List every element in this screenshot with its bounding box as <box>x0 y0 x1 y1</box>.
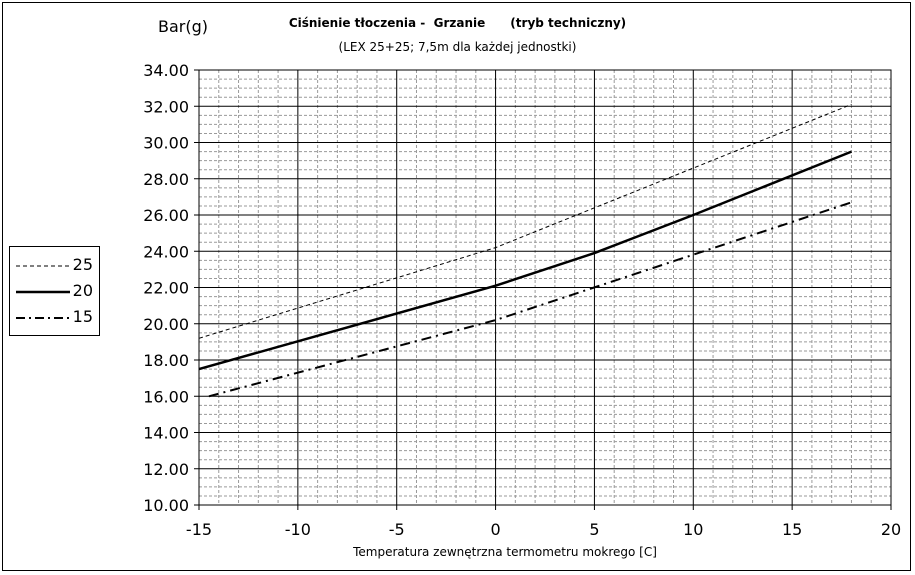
y-tick-label: 14.00 <box>143 424 189 443</box>
x-tick-label: 0 <box>490 520 500 539</box>
x-tick-label: -15 <box>186 520 212 539</box>
chart-subtitle: (LEX 25+25; 7,5m dla każdej jednostki) <box>338 40 577 54</box>
legend-swatch-15 <box>16 317 70 319</box>
y-tick-label: 22.00 <box>143 279 189 298</box>
legend-swatch-20 <box>16 290 70 294</box>
y-tick-label: 20.00 <box>143 315 189 334</box>
x-axis-label: Temperatura zewnętrzna termometru mokreg… <box>353 545 657 559</box>
series-line-25 <box>198 103 852 339</box>
legend-swatch-25 <box>16 265 70 267</box>
y-tick-labels: 10.00 12.00 14.00 16.00 18.00 20.00 22.00 24.00… <box>143 61 189 515</box>
y-axis-label: Bar(g) <box>158 17 208 36</box>
y-tick-label: 16.00 <box>143 387 189 406</box>
x-tick-labels: -15 -10 -5 0 5 10 15 20 <box>186 520 901 539</box>
y-tick-label: 18.00 <box>143 351 189 370</box>
y-tick-label: 28.00 <box>143 170 189 189</box>
major-grid <box>194 69 892 510</box>
x-tick-label: -10 <box>285 520 311 539</box>
chart-title: Ciśnienie tłoczenia - Grzanie (tryb tech… <box>288 16 627 30</box>
x-tick-label: -5 <box>389 520 405 539</box>
x-tick-label: 20 <box>881 520 901 539</box>
x-tick-label: 5 <box>589 520 599 539</box>
legend-label-25: 25 <box>72 255 93 274</box>
legend-item-20: 20 <box>10 279 99 303</box>
legend: 25 20 15 <box>9 246 100 336</box>
series-line-15 <box>208 201 852 398</box>
y-tick-label: 34.00 <box>143 61 189 80</box>
legend-label-15: 15 <box>72 307 93 326</box>
y-tick-label: 12.00 <box>143 460 189 479</box>
y-tick-label: 32.00 <box>143 97 189 116</box>
legend-label-20: 20 <box>72 281 93 300</box>
legend-item-15: 15 <box>10 305 99 329</box>
legend-item-25: 25 <box>10 253 99 277</box>
y-tick-label: 24.00 <box>143 242 189 261</box>
y-tick-label: 10.00 <box>143 496 189 515</box>
y-tick-label: 26.00 <box>143 206 189 225</box>
x-tick-label: 15 <box>782 520 802 539</box>
x-tick-label: 10 <box>683 520 703 539</box>
series-line-20 <box>198 150 852 371</box>
y-tick-label: 30.00 <box>143 134 189 153</box>
series-lines <box>198 103 852 398</box>
